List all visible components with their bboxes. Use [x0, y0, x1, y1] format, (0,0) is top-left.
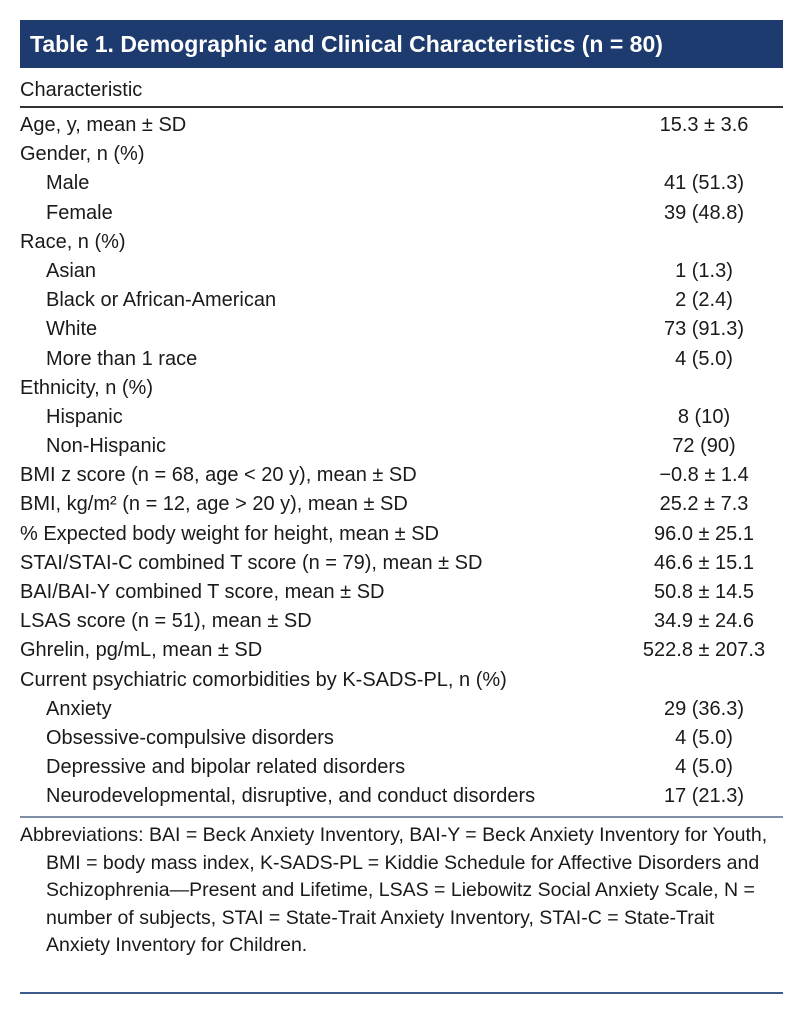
table-row: Race, n (%): [20, 228, 783, 257]
row-label: Asian: [46, 259, 97, 282]
row-label: Anxiety: [46, 697, 112, 720]
column-header: Characteristic: [20, 79, 143, 101]
header-rule: [20, 106, 783, 108]
row-label: Hispanic: [46, 405, 123, 428]
row-value: 39 (48.8): [663, 201, 745, 224]
table-row: Non-Hispanic 72 (90): [20, 432, 783, 461]
row-label: Depressive and bipolar related disorders: [46, 756, 406, 779]
row-label: Ghrelin, pg/mL, mean ± SD: [20, 639, 263, 662]
table-row: Female 39 (48.8): [20, 199, 783, 228]
row-label: White: [46, 318, 98, 341]
table-row: More than 1 race 4 (5.0): [20, 345, 783, 374]
row-value: 522.8 ± 207.3: [642, 639, 766, 662]
table-row: Obsessive-compulsive disorders 4 (5.0): [20, 724, 783, 753]
table-row: Asian 1 (1.3): [20, 257, 783, 286]
row-value: 34.9 ± 24.6: [654, 610, 754, 633]
table-row: STAI/STAI-C combined T score (n = 79), m…: [20, 549, 783, 578]
row-value: 46.6 ± 15.1: [654, 551, 754, 574]
table-row: Depressive and bipolar related disorders…: [20, 753, 783, 782]
row-label: BMI z score (n = 68, age < 20 y), mean ±…: [20, 464, 417, 487]
row-label: % Expected body weight for height, mean …: [20, 522, 439, 545]
row-label: More than 1 race: [46, 347, 198, 370]
table-row: Ethnicity, n (%): [20, 374, 783, 403]
table-row: BMI, kg/m² (n = 12, age > 20 y), mean ± …: [20, 490, 783, 519]
row-value: 4 (5.0): [675, 347, 733, 370]
table-row: Age, y, mean ± SD 15.3 ± 3.6: [20, 111, 783, 140]
row-value: 4 (5.0): [675, 726, 733, 749]
row-label: STAI/STAI-C combined T score (n = 79), m…: [20, 551, 483, 574]
row-label: Obsessive-compulsive disorders: [46, 726, 334, 749]
row-label: Age, y, mean ± SD: [20, 114, 187, 136]
row-value: 2 (2.4): [675, 289, 733, 312]
row-label: Ethnicity, n (%): [20, 376, 153, 399]
table-row: Gender, n (%): [20, 140, 783, 169]
row-label: Race, n (%): [20, 230, 126, 253]
row-value: 50.8 ± 14.5: [654, 581, 754, 603]
row-value: 15.3 ± 3.6: [659, 114, 749, 136]
row-value: 1 (1.3): [675, 259, 733, 282]
row-value: 41 (51.3): [663, 172, 745, 195]
row-value: 4 (5.0): [675, 756, 733, 779]
table-row: Hispanic 8 (10): [20, 403, 783, 432]
row-label: BAI/BAI-Y combined T score, mean ± SD: [20, 581, 385, 603]
end-rule: [20, 992, 783, 994]
row-label: Neurodevelopmental, disruptive, and cond…: [46, 785, 536, 808]
row-value: 72 (90): [672, 435, 736, 458]
table-body: Age, y, mean ± SD 15.3 ± 3.6 Gender, n (%)…: [20, 111, 783, 812]
table-row: Neurodevelopmental, disruptive, and cond…: [20, 782, 783, 811]
row-label: Non-Hispanic: [46, 435, 167, 458]
table-rule: [20, 816, 783, 818]
row-label: Black or African-American: [46, 289, 277, 312]
row-value: −0.8 ± 1.4: [659, 464, 749, 487]
table-row: LSAS score (n = 51), mean ± SD 34.9 ± 24.…: [20, 607, 783, 636]
footnote: Abbreviations: BAI = Beck Anxiety Invent…: [20, 824, 768, 956]
row-label: Male: [46, 172, 90, 195]
row-label: Current psychiatric comorbidities by K-S…: [20, 668, 507, 691]
table-row: Anxiety 29 (36.3): [20, 695, 783, 724]
row-label: Female: [46, 201, 113, 224]
row-label: BMI, kg/m² (n = 12, age > 20 y), mean ± …: [20, 493, 408, 516]
table-row: Ghrelin, pg/mL, mean ± SD 522.8 ± 207.3: [20, 636, 783, 665]
row-label: LSAS score (n = 51), mean ± SD: [20, 610, 312, 633]
table-row: White 73 (91.3): [20, 315, 783, 344]
table-row: Black or African-American 2 (2.4): [20, 286, 783, 315]
table-row: BMI z score (n = 68, age < 20 y), mean ±…: [20, 461, 783, 490]
row-value: 73 (91.3): [663, 318, 745, 341]
row-value: 96.0 ± 25.1: [654, 522, 754, 545]
row-value: 17 (21.3): [663, 785, 745, 808]
row-value: 8 (10): [677, 405, 731, 428]
table-row: BAI/BAI-Y combined T score, mean ± SD 50.…: [20, 578, 783, 607]
row-label: Gender, n (%): [20, 143, 145, 166]
row-value: 25.2 ± 7.3: [659, 493, 749, 516]
table-row: % Expected body weight for height, mean …: [20, 520, 783, 549]
table-title: Table 1. Demographic and Clinical Charac…: [20, 20, 783, 68]
table-row: Male 41 (51.3): [20, 169, 783, 198]
table-row: Current psychiatric comorbidities by K-S…: [20, 666, 783, 695]
row-value: 29 (36.3): [663, 697, 745, 720]
